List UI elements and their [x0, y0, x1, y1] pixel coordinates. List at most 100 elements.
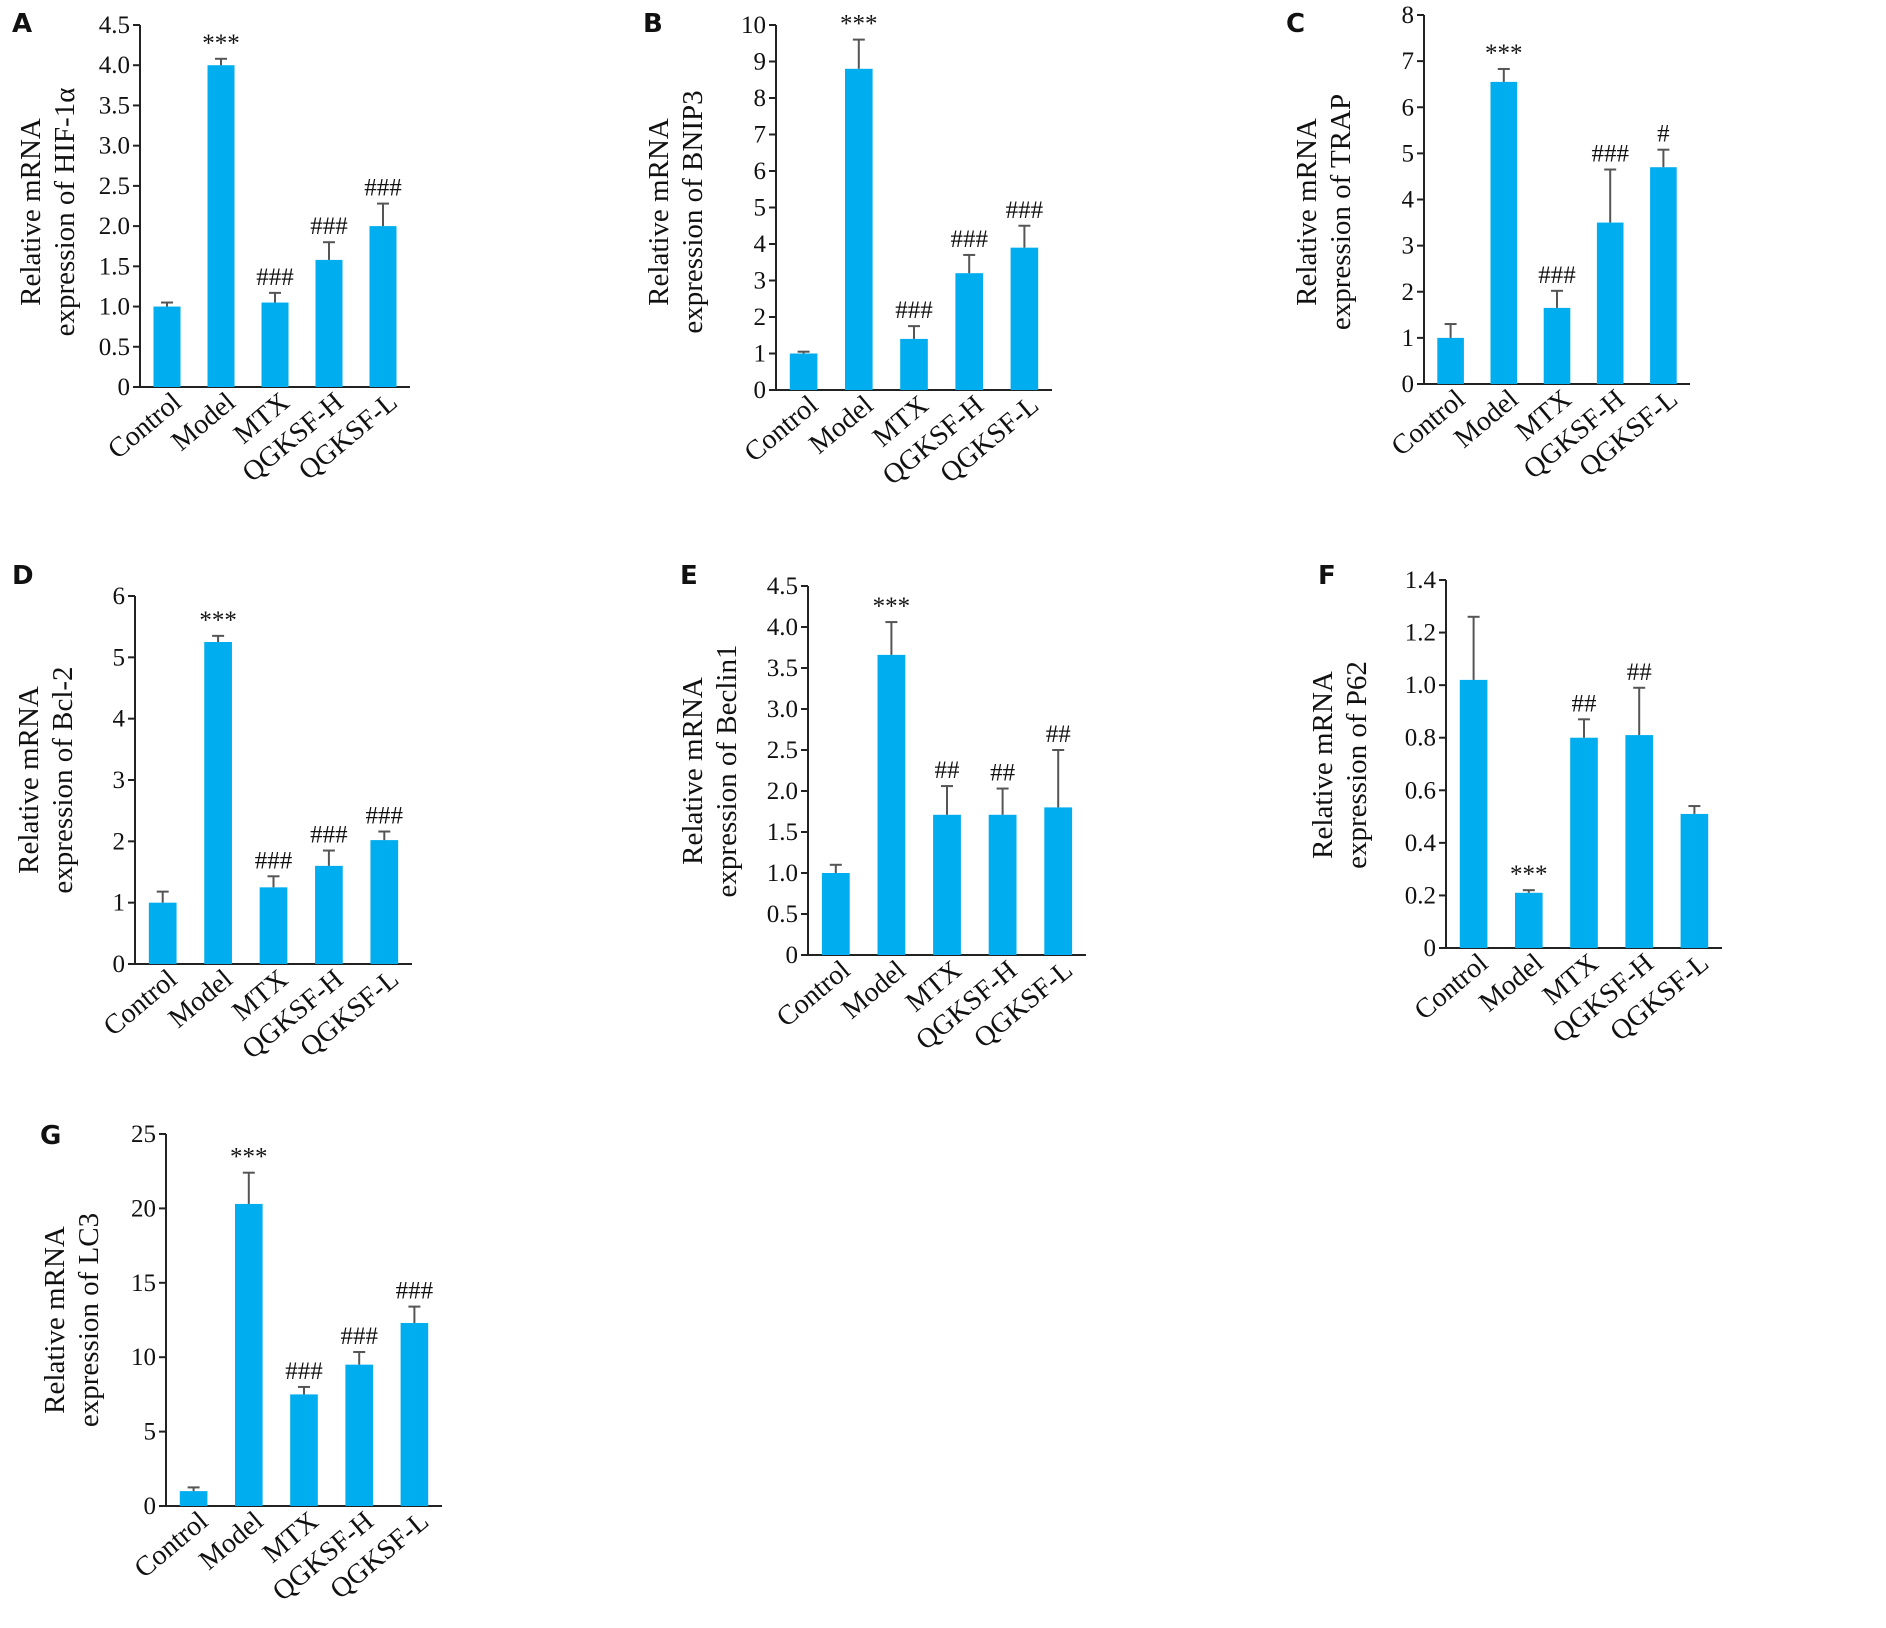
y-tick-label: 3.5 — [767, 655, 798, 682]
bar-qgksf-l — [1010, 247, 1039, 390]
bar-control — [153, 306, 181, 387]
y-tick-label: 0.4 — [1405, 830, 1437, 857]
bar-mtx — [290, 1394, 318, 1506]
y-tick-label: 2.5 — [767, 737, 798, 764]
panel-letter: B — [643, 9, 663, 39]
y-axis-label: Relative mRNA — [677, 677, 709, 865]
panel-d: D 0 1 2 3 4 5 6 Relative mRNA expression of Bcl-2… — [12, 561, 412, 1065]
bar-qgksf-l — [1650, 167, 1677, 384]
significance-label: # — [1657, 121, 1670, 148]
significance-label: ### — [396, 1278, 434, 1305]
y-axis-label: expression of Beclin1 — [711, 645, 743, 898]
y-tick-label: 1 — [754, 341, 767, 368]
significance-label: ### — [255, 847, 293, 874]
y-tick-label: 0 — [1424, 935, 1437, 962]
y-axis-label: expression of LC3 — [73, 1213, 105, 1427]
y-tick-label: 3.5 — [99, 92, 130, 119]
significance-label: *** — [230, 1144, 268, 1171]
y-tick-label: 3 — [1402, 233, 1415, 260]
y-tick-label: 0.8 — [1405, 725, 1436, 752]
significance-label: ## — [935, 757, 961, 784]
bar-qgksf-h — [315, 259, 343, 387]
y-tick-label: 7 — [1402, 48, 1415, 75]
y-axis-label: expression of P62 — [1341, 661, 1373, 869]
significance-label: ### — [366, 803, 404, 830]
bar-model — [845, 68, 873, 391]
bar-model — [1515, 892, 1543, 948]
y-tick-label: 0.5 — [767, 901, 798, 928]
bar-mtx — [1543, 307, 1571, 384]
y-tick-label: 3.0 — [99, 133, 130, 160]
y-tick-label: 6 — [754, 158, 767, 185]
y-tick-label: 9 — [754, 49, 767, 76]
bar-mtx — [933, 814, 961, 955]
bar-qgksf-h — [988, 814, 1017, 955]
significance-label: ### — [1006, 197, 1044, 224]
bar-mtx — [1570, 737, 1598, 948]
significance-label: *** — [840, 11, 878, 38]
y-tick-label: 0 — [786, 942, 799, 969]
bar-control — [1459, 679, 1488, 948]
panel-letter: E — [680, 561, 698, 591]
category-label: Model — [193, 1505, 269, 1576]
panel-b: B 0 1 2 3 4 5 6 7 8 9 10 Relative mRNA expression of … — [643, 9, 1052, 491]
y-tick-label: 15 — [131, 1270, 156, 1297]
y-tick-label: 0 — [113, 951, 126, 978]
y-tick-label: 1 — [113, 890, 126, 917]
y-tick-label: 3 — [113, 767, 126, 794]
bar-control — [148, 902, 177, 964]
y-tick-label: 2 — [1402, 279, 1415, 306]
y-tick-label: 4 — [1402, 187, 1415, 214]
y-tick-label: 6 — [1402, 94, 1415, 121]
bar-model — [235, 1203, 263, 1506]
panel-letter: F — [1318, 561, 1336, 591]
bar-control — [821, 873, 850, 955]
y-tick-label: 4.5 — [767, 573, 798, 600]
y-tick-label: 10 — [741, 12, 766, 39]
bar-qgksf-h — [1596, 222, 1624, 384]
y-tick-label: 2.5 — [99, 173, 130, 200]
panel-letter: C — [1286, 9, 1305, 39]
y-axis-label: expression of TRAP — [1325, 94, 1357, 330]
significance-label: *** — [202, 30, 240, 57]
y-tick-label: 25 — [131, 1121, 156, 1148]
category-label: Model — [166, 386, 242, 457]
bar-qgksf-l — [369, 226, 397, 387]
y-tick-label: 5 — [1402, 140, 1415, 167]
bar-control — [1437, 337, 1464, 384]
bar-qgksf-h — [315, 865, 343, 964]
panel-letter: G — [40, 1121, 61, 1151]
bar-model — [877, 654, 906, 955]
category-label: Model — [803, 389, 879, 460]
y-tick-label: 6 — [113, 583, 126, 610]
y-tick-label: 10 — [131, 1344, 156, 1371]
panel-letter: D — [12, 561, 34, 591]
y-tick-label: 5 — [113, 644, 126, 671]
y-tick-label: 8 — [1402, 2, 1415, 29]
y-tick-label: 1.5 — [767, 819, 798, 846]
category-label: Model — [163, 963, 239, 1034]
panel-f: F 0 0.2 0.4 0.6 0.8 1.0 1.2 1.4 Relative mRNA expr… — [1307, 561, 1722, 1049]
y-tick-label: 3.0 — [767, 696, 798, 723]
y-axis-label: Relative mRNA — [39, 1226, 71, 1414]
y-tick-label: 2 — [113, 828, 126, 855]
bar-qgksf-h — [1625, 735, 1653, 948]
significance-label: ### — [1538, 262, 1576, 289]
significance-label: ### — [364, 175, 402, 202]
panel-c: C 0 1 2 3 4 5 6 7 8 Relative mRNA expression of TRA… — [1286, 2, 1690, 485]
bar-qgksf-h — [345, 1364, 373, 1506]
y-tick-label: 3 — [754, 268, 767, 295]
bar-qgksf-l — [1044, 807, 1073, 955]
y-axis-label: expression of HIF-1α — [49, 88, 81, 337]
y-tick-label: 2.0 — [99, 213, 130, 240]
panel-e: E 0 0.5 1.0 1.5 2.0 2.5 3.0 3.5 4.0 4.5 Relative mR… — [677, 561, 1086, 1056]
y-tick-label: 20 — [131, 1195, 156, 1222]
y-tick-label: 1.0 — [99, 294, 130, 321]
y-tick-label: 0 — [754, 377, 767, 404]
significance-label: ### — [340, 1323, 378, 1350]
y-tick-label: 0.6 — [1405, 777, 1436, 804]
significance-label: ## — [1627, 659, 1653, 686]
y-tick-label: 8 — [754, 85, 767, 112]
y-axis-label: Relative mRNA — [13, 686, 45, 874]
bar-mtx — [900, 338, 928, 390]
